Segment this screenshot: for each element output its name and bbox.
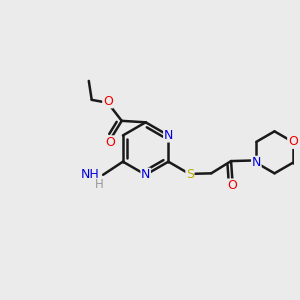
Text: O: O [228,179,238,192]
Text: O: O [105,136,115,149]
Text: H: H [95,178,104,191]
Text: N: N [252,156,261,169]
Text: NH: NH [81,168,100,181]
Text: O: O [288,135,298,148]
Text: S: S [186,168,194,181]
Text: N: N [141,168,150,181]
Text: O: O [103,95,113,108]
Text: N: N [164,129,173,142]
